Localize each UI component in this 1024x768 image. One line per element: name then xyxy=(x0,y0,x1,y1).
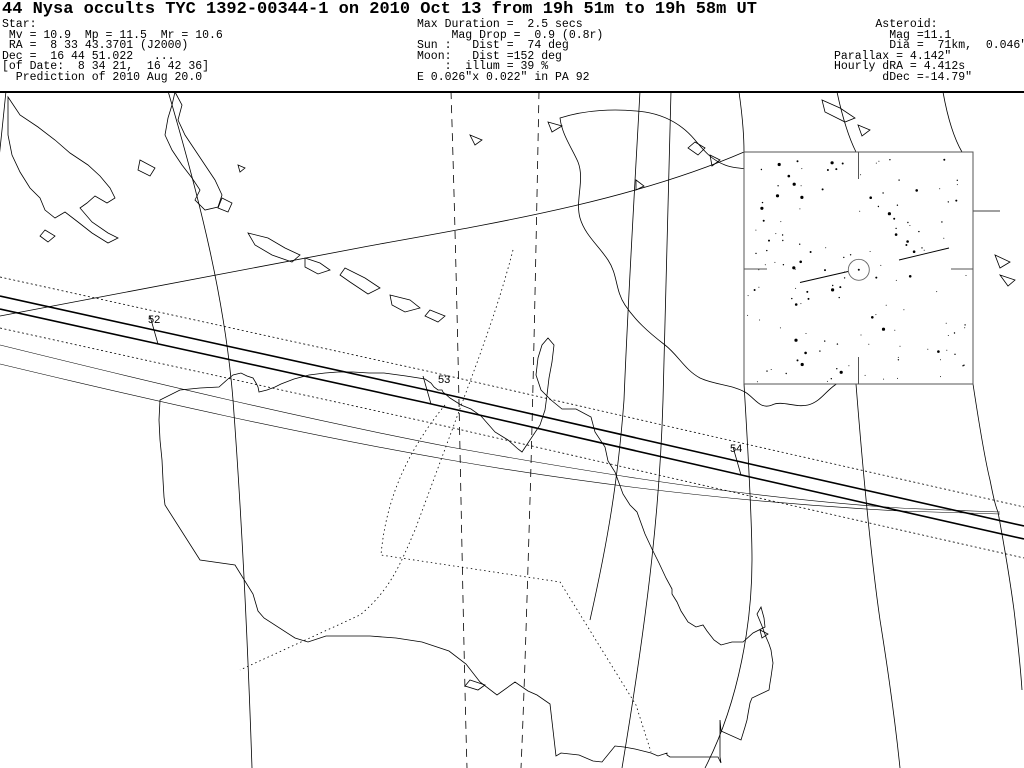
svg-text:54: 54 xyxy=(730,443,742,455)
svg-text:53: 53 xyxy=(438,374,450,386)
svg-text:52: 52 xyxy=(148,314,160,326)
